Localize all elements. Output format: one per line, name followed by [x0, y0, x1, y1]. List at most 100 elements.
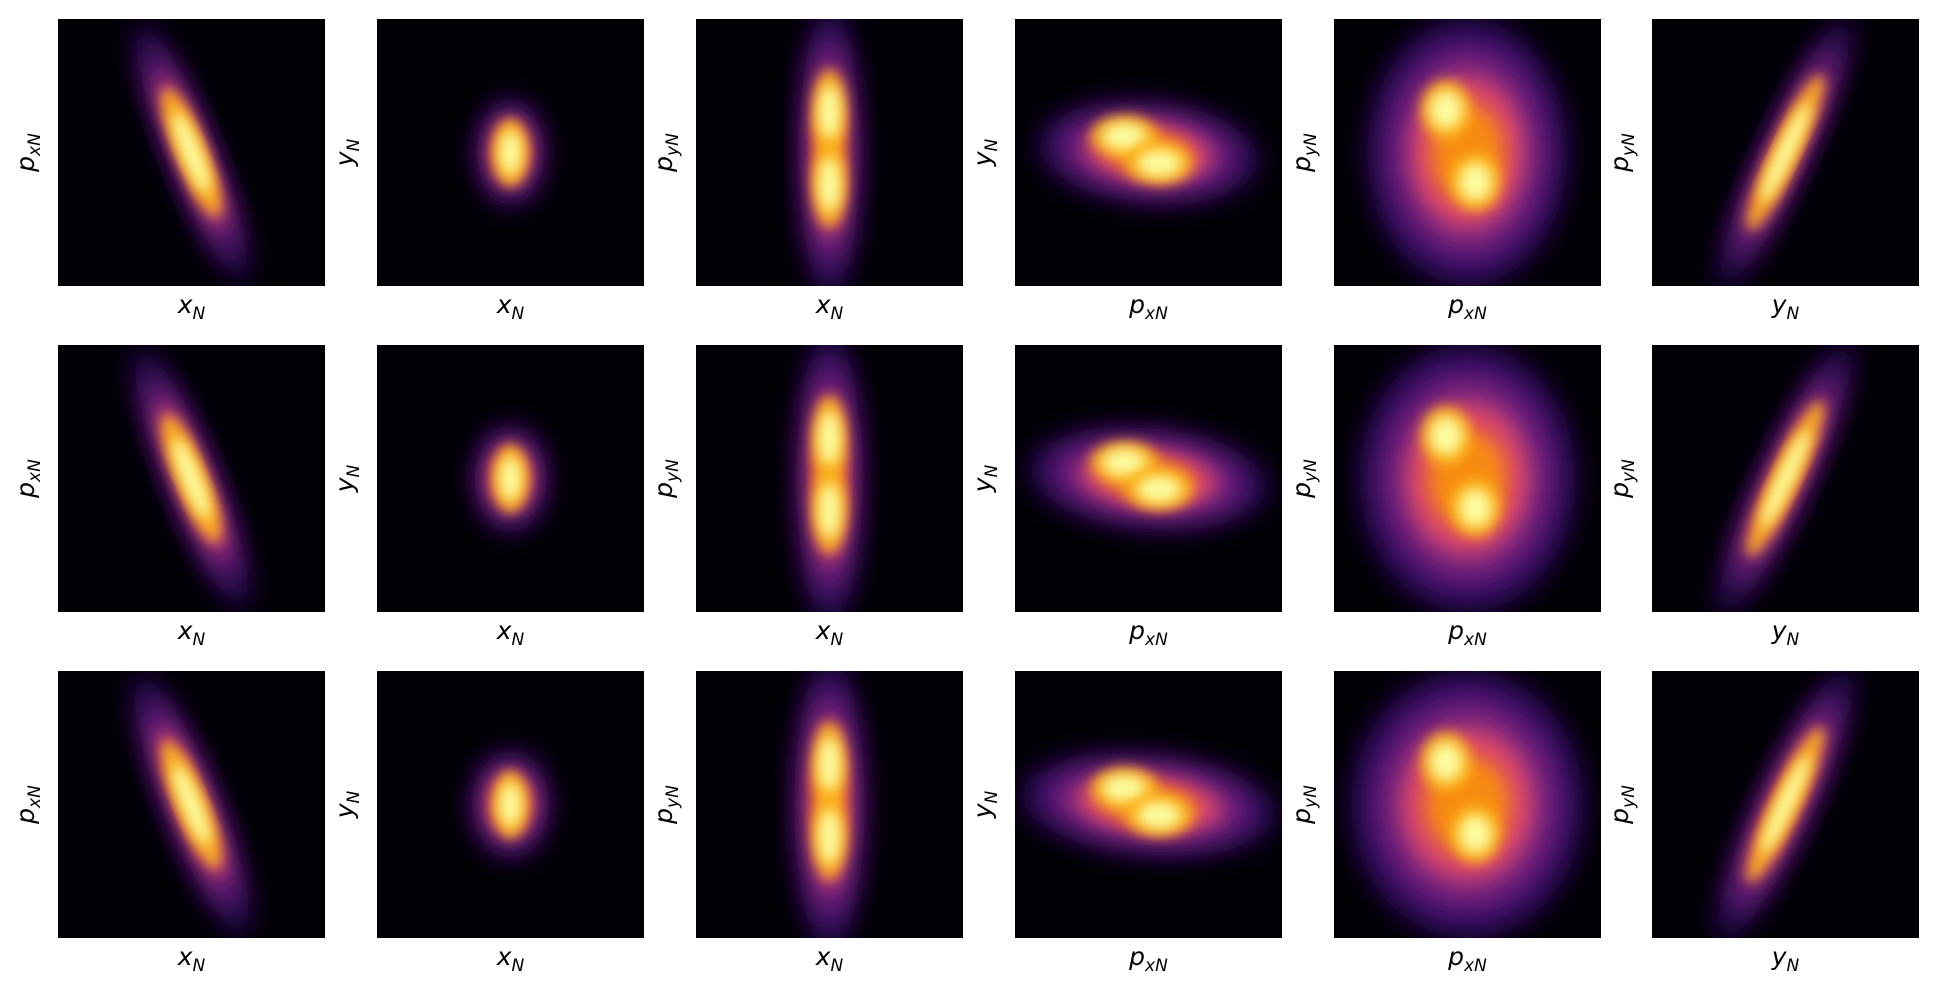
- label-base: y: [330, 150, 359, 167]
- label-subscript: xN: [1463, 630, 1487, 650]
- label-base: y: [968, 802, 997, 819]
- label-base: y: [1771, 290, 1788, 319]
- label-subscript: xN: [1144, 304, 1168, 324]
- y-axis-label: yN: [968, 790, 1002, 819]
- density-image: [58, 671, 325, 938]
- density-image: [377, 19, 644, 286]
- core: [1430, 417, 1463, 455]
- label-base: x: [496, 290, 512, 319]
- label-base: x: [496, 616, 512, 645]
- label-subscript: xN: [1144, 956, 1168, 976]
- core: [818, 483, 841, 538]
- panel: xN pxN: [11, 345, 325, 650]
- core: [1761, 429, 1810, 528]
- density-image: [696, 19, 963, 286]
- x-axis-label: xN: [496, 942, 525, 976]
- label-subscript: N: [344, 138, 364, 151]
- label-base: x: [815, 942, 831, 971]
- y-axis-label: pyN: [1605, 785, 1639, 825]
- label-base: y: [1771, 616, 1788, 645]
- label-base: p: [1605, 482, 1634, 499]
- density-image: [1334, 671, 1601, 938]
- label-base: p: [11, 156, 40, 173]
- y-axis-label: yN: [968, 138, 1002, 167]
- label-subscript: xN: [25, 133, 45, 157]
- y-axis-label: pyN: [1287, 133, 1321, 173]
- label-subscript: N: [982, 790, 1002, 803]
- label-base: p: [1447, 616, 1464, 645]
- y-axis-label: yN: [330, 138, 364, 167]
- core: [1459, 163, 1492, 201]
- label-base: y: [968, 476, 997, 493]
- label-base: p: [649, 482, 678, 499]
- label-subscript: yN: [1619, 133, 1639, 157]
- density-image: [1015, 671, 1282, 938]
- x-axis-label: xN: [496, 616, 525, 650]
- core: [1459, 815, 1492, 853]
- density-image: [58, 345, 325, 612]
- label-subscript: yN: [1301, 785, 1321, 809]
- panel: pxN yN: [968, 671, 1282, 976]
- x-axis-label: xN: [815, 616, 844, 650]
- density-image: [377, 671, 644, 938]
- label-base: y: [330, 802, 359, 819]
- density-image: [377, 345, 644, 612]
- y-axis-label: pyN: [1605, 133, 1639, 173]
- x-axis-label: xN: [177, 616, 206, 650]
- core: [1430, 91, 1463, 129]
- y-axis-label: pyN: [1287, 459, 1321, 499]
- x-axis-label: yN: [1771, 942, 1800, 976]
- core: [818, 157, 841, 212]
- label-base: p: [1128, 290, 1145, 319]
- label-subscript: N: [831, 956, 844, 976]
- density-image: [696, 671, 963, 938]
- panel: pxN pyN: [1287, 345, 1601, 650]
- core: [1137, 475, 1181, 503]
- x-axis-label: xN: [177, 290, 206, 324]
- label-subscript: N: [344, 464, 364, 477]
- label-subscript: xN: [1463, 956, 1487, 976]
- core: [1137, 801, 1181, 829]
- core: [818, 809, 841, 864]
- y-axis-label: pxN: [11, 459, 45, 499]
- density-image: [1652, 345, 1919, 612]
- y-axis-label: yN: [330, 790, 364, 819]
- label-base: y: [330, 476, 359, 493]
- core: [818, 411, 841, 466]
- density-image: [1652, 671, 1919, 938]
- density-image: [1015, 345, 1282, 612]
- core: [1761, 755, 1810, 854]
- core: [173, 764, 210, 845]
- y-axis-label: pyN: [649, 133, 683, 173]
- x-axis-label: pxN: [1128, 942, 1168, 976]
- density-image: [1334, 345, 1601, 612]
- x-axis-label: pxN: [1447, 290, 1487, 324]
- y-axis-label: pyN: [1605, 459, 1639, 499]
- label-subscript: yN: [663, 133, 683, 157]
- x-axis-label: pxN: [1447, 616, 1487, 650]
- label-base: p: [649, 808, 678, 825]
- label-subscript: N: [512, 304, 525, 324]
- label-base: p: [11, 808, 40, 825]
- label-subscript: xN: [1144, 630, 1168, 650]
- core: [499, 457, 522, 500]
- y-axis-label: yN: [968, 464, 1002, 493]
- label-base: y: [1771, 942, 1788, 971]
- label-subscript: yN: [663, 459, 683, 483]
- x-axis-label: yN: [1771, 290, 1800, 324]
- x-axis-label: pxN: [1128, 616, 1168, 650]
- core: [818, 85, 841, 140]
- label-base: p: [1605, 156, 1634, 173]
- label-subscript: N: [982, 464, 1002, 477]
- label-base: y: [968, 150, 997, 167]
- label-subscript: N: [831, 630, 844, 650]
- label-base: p: [1605, 808, 1634, 825]
- x-axis-label: xN: [177, 942, 206, 976]
- y-axis-label: pyN: [649, 459, 683, 499]
- core: [1103, 449, 1146, 476]
- label-subscript: N: [512, 630, 525, 650]
